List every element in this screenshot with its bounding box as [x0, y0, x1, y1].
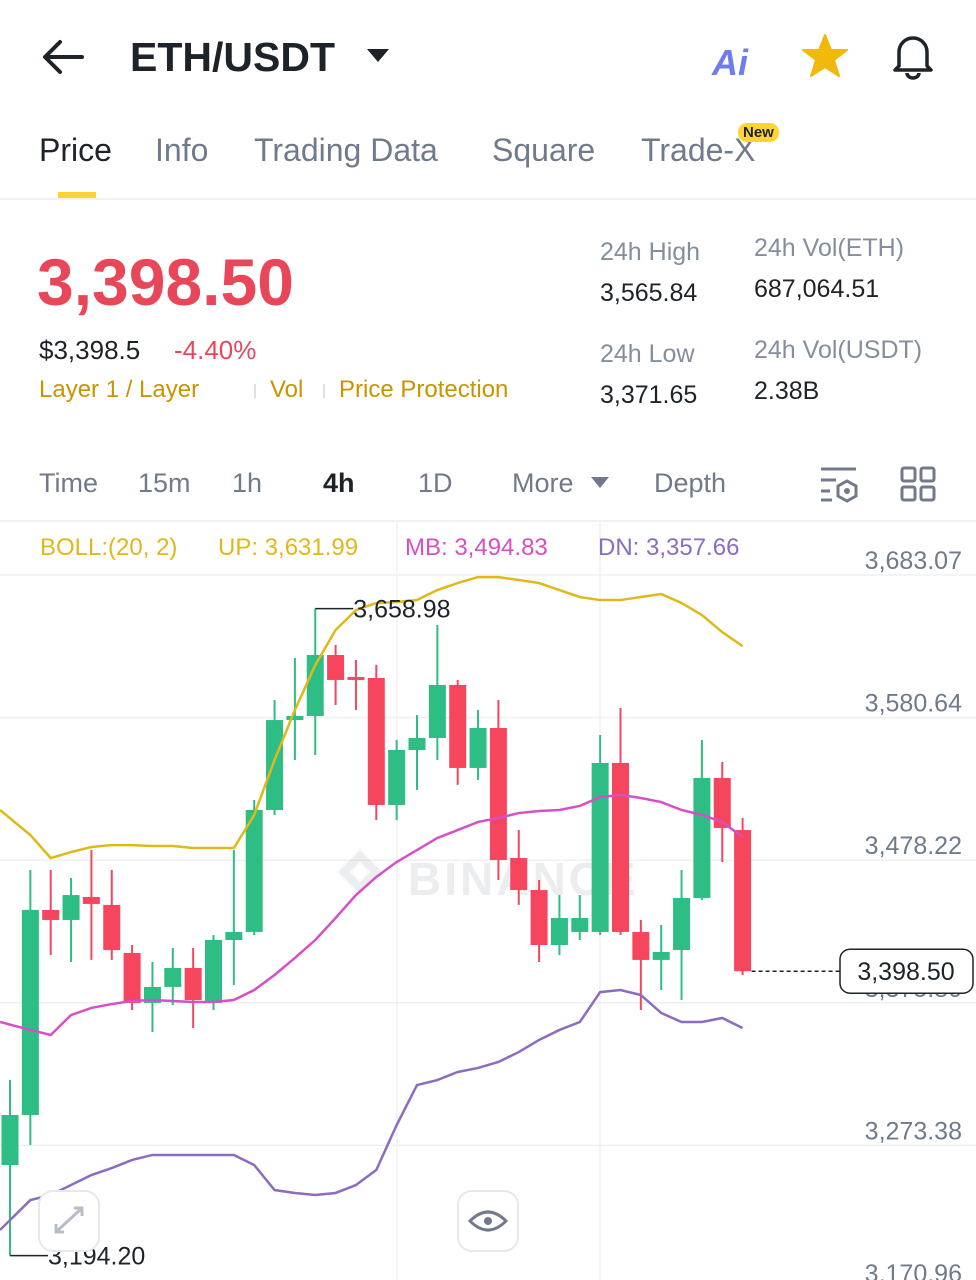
candle-body — [21, 909, 39, 1116]
candle-body — [42, 909, 60, 920]
candle-body — [449, 684, 467, 768]
y-tick-label: 3,683.07 — [865, 547, 962, 575]
candle-body — [266, 720, 284, 810]
candle-body — [306, 655, 324, 717]
tab[interactable]: Trade-X — [641, 132, 756, 168]
tag-separator — [323, 384, 325, 398]
eye-icon — [467, 1210, 509, 1232]
y-tick-label: 3,273.38 — [865, 1117, 962, 1145]
stat-label: 24h Vol(ETH) — [754, 234, 905, 262]
candle-body — [428, 684, 446, 739]
timeframe-tab[interactable]: 1h — [232, 468, 263, 498]
candle-body — [143, 986, 161, 1003]
candle-body — [673, 897, 691, 951]
candle-body — [205, 940, 222, 1003]
favorite-star[interactable] — [800, 32, 850, 80]
candle-body — [510, 858, 528, 891]
timeframe-tab[interactable]: 4h — [323, 468, 355, 498]
divider — [0, 198, 976, 200]
candle-body — [347, 677, 365, 680]
usd-price: $3,398.5 — [39, 335, 141, 365]
eye-pupil — [484, 1217, 492, 1225]
bell-icon[interactable] — [888, 30, 938, 80]
candle-body — [103, 904, 121, 951]
candle-body — [367, 678, 385, 805]
y-tick-label: 3,170.96 — [865, 1260, 962, 1280]
watermark-logo — [338, 850, 382, 894]
candle-body — [693, 777, 711, 898]
candle-body — [408, 738, 426, 750]
tab-underline — [58, 192, 96, 198]
tag[interactable]: Layer 1 / Layer — [39, 376, 200, 403]
fullscreen-icon — [54, 1206, 84, 1234]
candle-body — [734, 830, 752, 972]
y-tick-label: 3,478.22 — [865, 832, 962, 860]
new-badge: New — [738, 123, 779, 142]
tag[interactable]: Price Protection — [339, 376, 509, 403]
timeframe-tab[interactable]: 1D — [418, 468, 453, 498]
boll-legend-entry: DN: 3,357.66 — [598, 534, 740, 561]
candle-body — [286, 716, 304, 721]
candle-body — [184, 967, 202, 1001]
boll-label: BOLL:(20, 2) — [40, 534, 178, 561]
last-price: 3,398.50 — [37, 245, 294, 319]
candle-body — [652, 951, 670, 960]
stat-value: 3,565.84 — [600, 279, 698, 307]
candle-body — [632, 931, 650, 960]
candle-body — [612, 762, 629, 932]
timeframe-tab[interactable]: More — [512, 468, 574, 498]
candle-body — [164, 967, 182, 987]
candle-body — [550, 918, 568, 946]
candle-body — [530, 890, 548, 946]
candle-body — [225, 931, 243, 941]
current-price-label: 3,398.50 — [857, 958, 954, 986]
tag[interactable]: Vol — [270, 376, 304, 403]
tab[interactable]: Trading Data — [254, 132, 438, 168]
pair-caret[interactable] — [366, 48, 390, 64]
candle-body — [327, 655, 345, 680]
timeframe-tab[interactable]: 15m — [138, 468, 191, 498]
boll-legend-entry: MB: 3,494.83 — [405, 534, 548, 561]
stat-label: 24h Low — [600, 340, 695, 368]
divider — [0, 520, 976, 522]
candle-body — [469, 727, 487, 768]
candle-body — [571, 918, 589, 932]
pair-title[interactable]: ETH/USDT — [130, 34, 335, 80]
candlestick-chart: 3,683.073,580.643,478.223,375.803,273.38… — [0, 520, 976, 1280]
candle-body — [591, 762, 609, 932]
candle-body — [245, 809, 263, 932]
high-label: 3,658.98 — [353, 596, 450, 624]
candle-body — [713, 777, 731, 828]
candle-body — [1, 1115, 19, 1165]
timeframe-tab[interactable]: Depth — [654, 468, 727, 498]
stat-label: 24h Vol(USDT) — [754, 336, 923, 364]
layout-icon[interactable] — [900, 466, 936, 502]
indicator-settings-icon[interactable] — [818, 464, 860, 504]
boll-line — [0, 988, 744, 1231]
stat-value: 2.38B — [754, 377, 820, 405]
boll-line — [0, 793, 744, 1037]
candle-body — [123, 952, 141, 1003]
stat-label: 24h High — [600, 238, 701, 266]
candle-body — [388, 749, 406, 805]
tab[interactable]: Square — [492, 132, 596, 168]
back-arrow[interactable] — [40, 38, 86, 76]
candle-body — [82, 896, 100, 904]
tag-separator — [254, 384, 256, 398]
current-price-badge — [839, 948, 974, 994]
price-change: -4.40% — [174, 335, 257, 365]
boll-legend-entry: UP: 3,631.99 — [218, 534, 359, 561]
ai-button[interactable]: Ai — [712, 42, 748, 83]
candle-body — [489, 727, 507, 860]
y-tick-label: 3,580.64 — [865, 690, 962, 718]
more-caret[interactable] — [590, 476, 610, 490]
candle-body — [62, 895, 80, 920]
stat-value: 3,371.65 — [600, 381, 698, 409]
boll-line — [0, 575, 744, 860]
timeframe-tab[interactable]: Time — [39, 468, 98, 498]
stat-value: 687,064.51 — [754, 275, 880, 303]
tab[interactable]: Info — [155, 132, 209, 168]
tab[interactable]: Price — [39, 132, 112, 168]
